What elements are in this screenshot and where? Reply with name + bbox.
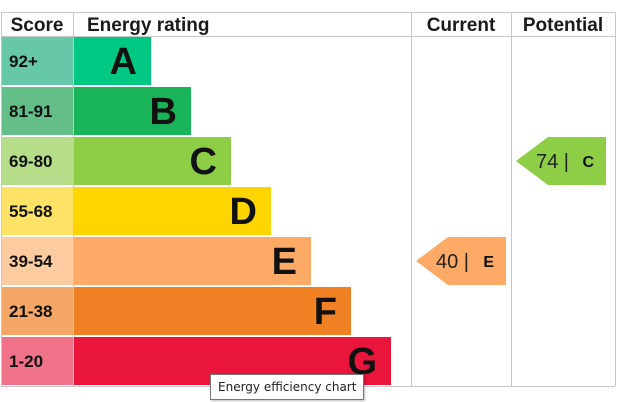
score-range-b: 81-91 <box>9 102 52 121</box>
band-letter-d: D <box>230 191 257 233</box>
band-bar-f <box>74 287 351 335</box>
current-rating-value: 40 | <box>436 251 469 273</box>
chart-headers: Score Energy rating Current Potential <box>11 15 604 36</box>
energy-rating-header: Energy rating <box>87 15 209 36</box>
score-cell-a <box>2 37 73 85</box>
score-cell-g <box>2 337 73 385</box>
band-letter-b: B <box>150 91 177 133</box>
band-letter-c: C <box>190 141 217 183</box>
potential-rating-arrow <box>516 137 606 185</box>
score-range-c: 69-80 <box>9 152 52 171</box>
score-range-e: 39-54 <box>9 252 53 271</box>
rating-arrows: 40 | E 74 | C <box>416 137 606 285</box>
score-range-f: 21-38 <box>9 302 52 321</box>
current-rating-letter: E <box>483 254 494 271</box>
score-cell-b <box>2 87 73 135</box>
chart-tooltip: Energy efficiency chart <box>210 374 365 400</box>
potential-header: Potential <box>523 15 603 36</box>
band-letter-f: F <box>314 291 337 333</box>
score-header: Score <box>11 15 64 36</box>
band-bar-d <box>74 187 271 235</box>
potential-rating-value: 74 | <box>536 151 569 173</box>
current-header: Current <box>427 15 496 36</box>
band-bar-e <box>74 237 311 285</box>
rating-bands: 92+ A81-91 B69-80 C55-68 D39-54 E21-38 F1-20 G <box>2 37 391 385</box>
score-cell-f <box>2 287 73 335</box>
current-rating-arrow <box>416 237 506 285</box>
score-range-g: 1-20 <box>9 352 43 371</box>
potential-rating-letter: C <box>582 154 594 171</box>
score-cell-d <box>2 187 73 235</box>
score-range-d: 55-68 <box>9 202 52 221</box>
score-cell-c <box>2 137 73 185</box>
band-letter-a: A <box>110 41 137 83</box>
score-range-a: 92+ <box>9 52 38 71</box>
score-cell-e <box>2 237 73 285</box>
band-bar-c <box>74 137 231 185</box>
band-bar-a <box>74 37 151 85</box>
band-bar-b <box>74 87 191 135</box>
band-letter-e: E <box>272 241 297 283</box>
